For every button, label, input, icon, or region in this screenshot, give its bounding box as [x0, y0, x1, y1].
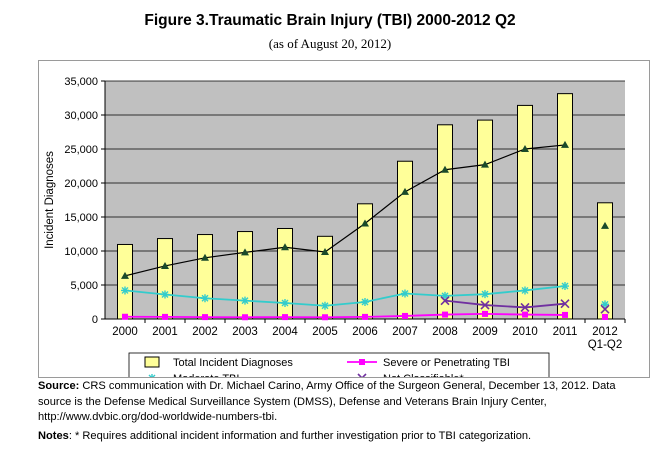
legend-label: Severe or Penetrating TBI [383, 357, 510, 369]
marker-x [560, 299, 570, 309]
bar-total-incident [557, 93, 573, 320]
marker-asterisk [441, 291, 449, 300]
series-line [124, 285, 566, 307]
y-tick-label: 30,000 [64, 110, 98, 122]
x-tick-label: 2008 [432, 326, 458, 338]
bar-total-incident [157, 238, 173, 320]
marker-square [362, 313, 368, 320]
marker-triangle [161, 261, 169, 269]
marker-square [482, 310, 488, 317]
source-note: Source: CRS communication with Dr. Micha… [38, 379, 638, 426]
x-tick-label: 2005 [312, 326, 338, 338]
marker-asterisk [361, 298, 369, 306]
y-tick-label: 15,000 [64, 212, 98, 224]
bar-total-incident [197, 234, 213, 320]
series-line [124, 312, 566, 319]
figure-footer: Source: CRS communication with Dr. Micha… [38, 379, 638, 444]
figure-title: Figure 3.Traumatic Brain Injury (TBI) 20… [144, 12, 516, 29]
bar-total-incident [517, 104, 533, 320]
source-label: Source: [38, 380, 80, 392]
y-tick-label: 35,000 [64, 76, 98, 88]
series-line [124, 144, 566, 277]
y-tick-label: 0 [92, 314, 98, 326]
x-tick-label: 2011 [553, 326, 578, 338]
marker-asterisk [281, 299, 289, 308]
x-tick-label: 2006 [352, 326, 378, 338]
marker-square [162, 313, 168, 320]
x-tick-label: 2007 [392, 326, 418, 338]
marker-asterisk [161, 290, 169, 299]
marker-triangle [241, 248, 249, 256]
marker-square [282, 314, 288, 321]
legend-label: Not Classifiable* [383, 373, 464, 377]
marker-asterisk [321, 301, 329, 310]
marker-square [522, 311, 528, 318]
legend-swatch [144, 356, 160, 368]
marker-triangle [281, 243, 289, 251]
marker-triangle [361, 219, 369, 227]
marker-square [602, 313, 608, 320]
marker-x [600, 304, 610, 314]
marker-triangle [521, 145, 529, 152]
legend-label: Moderate TBI [173, 373, 239, 377]
x-tick-label: 2001 [152, 326, 178, 338]
notes: Notes: * Requires additional incident in… [38, 429, 638, 445]
marker-square [402, 312, 408, 319]
y-tick-label: 20,000 [64, 178, 98, 190]
marker-triangle [441, 165, 449, 173]
marker-square [359, 359, 365, 365]
bar-total-incident [437, 124, 453, 320]
marker-triangle [561, 140, 569, 148]
marker-asterisk [121, 286, 129, 295]
y-tick-label: 25,000 [64, 144, 98, 156]
marker-square [442, 311, 448, 318]
y-tick-label: 5,000 [70, 280, 98, 292]
marker-triangle [401, 187, 409, 195]
marker-x [520, 302, 530, 313]
x-tick-label: Q1-Q2 [588, 339, 623, 351]
marker-asterisk [241, 296, 249, 305]
x-tick-label: 2000 [112, 326, 138, 338]
marker-square [322, 314, 328, 321]
x-tick-label: 2009 [472, 326, 498, 338]
marker-square [122, 313, 128, 320]
marker-square [202, 314, 208, 321]
y-axis-label: Incident Diagnoses [44, 151, 56, 249]
marker-x [357, 373, 367, 377]
chart-frame: 0 5,000 10,000 15,000 20,000 25,000 30,000 35,0… [38, 60, 650, 378]
marker-asterisk [201, 294, 209, 303]
bar-total-incident [477, 119, 493, 320]
figure-subtitle: (as of August 20, 2012) [268, 36, 392, 51]
x-tick-label: 2003 [232, 326, 258, 338]
legend-box [128, 352, 550, 377]
x-tick-label: 2010 [512, 326, 538, 338]
marker-square [562, 311, 568, 318]
marker-asterisk [561, 282, 569, 291]
series-line [444, 299, 566, 309]
marker-triangle [601, 221, 609, 229]
bar-total-incident [397, 160, 413, 320]
marker-triangle [321, 248, 329, 256]
marker-asterisk [481, 290, 489, 299]
bar-total-incident [117, 243, 133, 320]
y-tick-label: 10,000 [64, 246, 98, 258]
notes-text: : * Requires additional incident informa… [68, 429, 532, 442]
marker-x [440, 296, 450, 306]
marker-asterisk [401, 289, 409, 298]
marker-triangle [121, 271, 129, 279]
marker-x [480, 300, 490, 310]
marker-asterisk [601, 300, 609, 309]
marker-triangle [481, 160, 489, 168]
x-tick-label: 2012 [592, 326, 618, 338]
x-tick-label: 2004 [272, 326, 298, 338]
tbi-chart: 0 5,000 10,000 15,000 20,000 25,000 30,000 35,0… [44, 76, 626, 377]
marker-asterisk [521, 286, 529, 295]
x-tick-label: 2002 [192, 326, 218, 338]
legend-label: Total Incident Diagnoses [173, 357, 293, 369]
marker-square [242, 314, 248, 321]
notes-label: Notes [38, 429, 69, 442]
bar-total-incident [237, 231, 253, 320]
source-text: CRS communication with Dr. Michael Carin… [38, 380, 616, 423]
marker-triangle [201, 253, 209, 261]
